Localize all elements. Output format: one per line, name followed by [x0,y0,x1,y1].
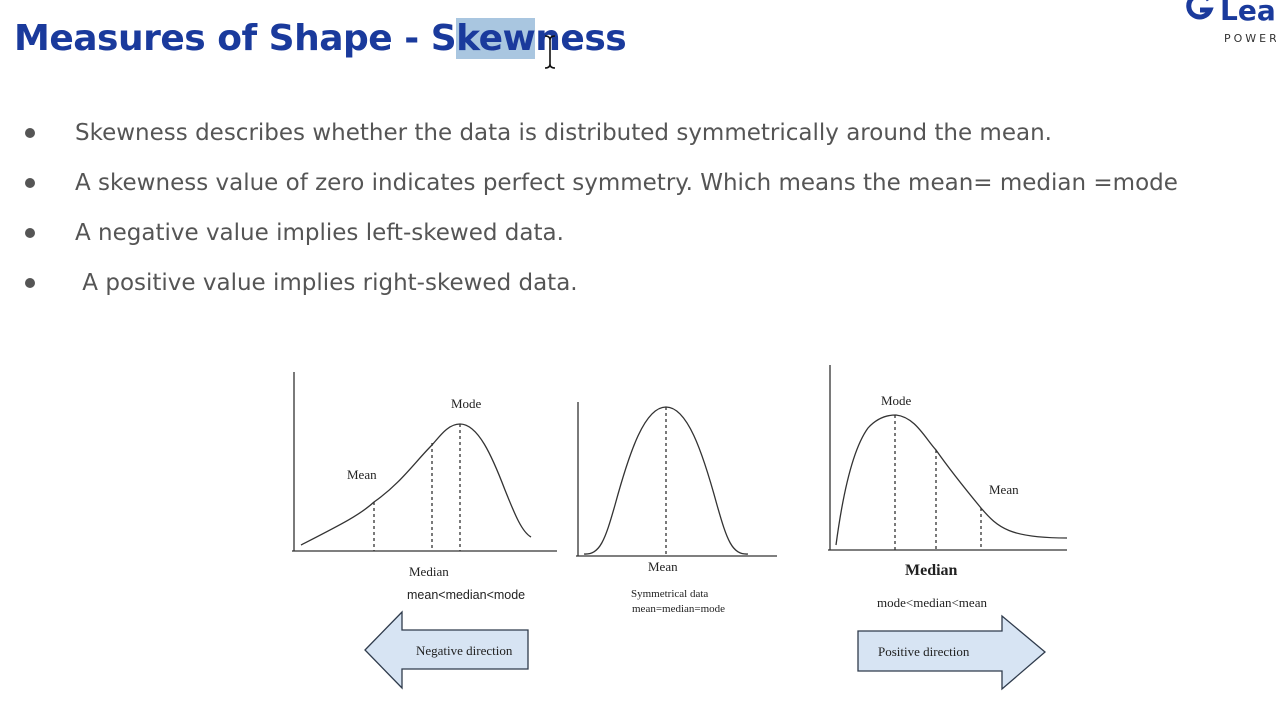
center-caption-line2: mean=median=mode [632,603,725,615]
bullet-item: A negative value implies left-skewed dat… [0,208,1178,258]
bullet-text: A negative value implies left-skewed dat… [75,220,564,246]
positive-direction-arrow: Positive direction [857,614,1047,691]
bullet-dot-icon [25,228,35,238]
left-median-label: Median [409,564,449,579]
logo-tagline: POWER [1224,32,1276,45]
positive-direction-label: Positive direction [878,644,970,659]
logo-name: Lear [1220,0,1276,27]
bullet-text: A positive value implies right-skewed da… [75,270,578,296]
bullet-item: Skewness describes whether the data is d… [0,108,1178,158]
bullet-dot-icon [25,178,35,188]
left-mode-label: Mode [451,396,482,411]
page-title: Measures of Shape - Skewness [14,14,627,64]
left-skewed-plot [292,372,557,552]
text-cursor-icon [544,35,556,69]
right-skewed-curve [835,414,1068,546]
right-median-label: Median [905,562,958,579]
left-skewed-curve [300,423,532,546]
bullet-text: Skewness describes whether the data is d… [75,120,1052,146]
brand-logo: Lear POWER [1176,0,1276,48]
right-arrow-icon [857,614,1047,691]
right-mode-label: Mode [881,393,912,408]
bullet-item: A positive value implies right-skewed da… [0,258,1178,308]
logo-g-icon [1186,0,1214,20]
bullet-list: Skewness describes whether the data is d… [0,108,1178,308]
bullet-text: A skewness value of zero indicates perfe… [75,170,1178,196]
right-skewed-plot [828,365,1068,551]
title-text-start: Measures of Shape - S [14,18,457,59]
center-mean-label: Mean [648,559,678,574]
left-mean-label: Mean [347,467,377,482]
negative-direction-arrow: Negative direction [364,610,529,690]
symmetric-plot [576,402,777,557]
title-selected-text[interactable]: kew [456,18,536,59]
right-mean-label: Mean [989,482,1019,497]
symmetric-curve [583,406,749,555]
bullet-dot-icon [25,128,35,138]
left-relation-label: mean<median<mode [407,588,525,602]
left-arrow-icon [364,610,529,690]
bullet-dot-icon [25,278,35,288]
right-relation-label: mode<median<mean [877,595,987,610]
negative-direction-label: Negative direction [416,643,513,658]
bullet-item: A skewness value of zero indicates perfe… [0,158,1178,208]
center-caption-line1: Symmetrical data [631,588,708,600]
